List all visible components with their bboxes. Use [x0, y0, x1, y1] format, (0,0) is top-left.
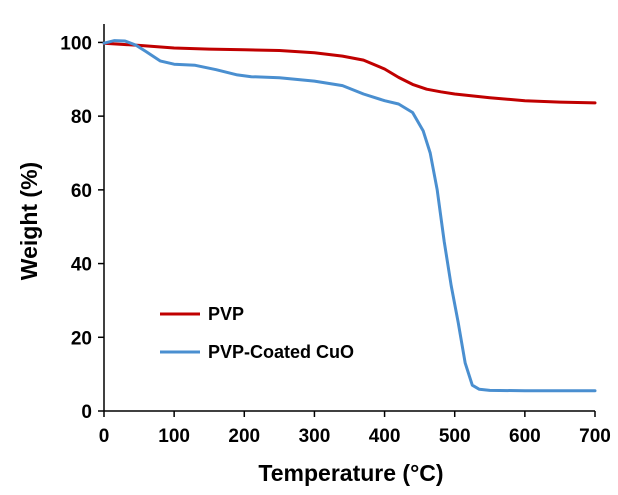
y-tick-label: 60 [71, 181, 92, 202]
y-tick-label: 40 [71, 255, 92, 276]
series-group [102, 39, 597, 393]
y-tick-label: 100 [60, 33, 92, 54]
x-axis-label: Temperature (°C) [258, 460, 443, 486]
x-tick-label: 400 [369, 426, 401, 447]
legend-label-0: PVP [208, 304, 244, 324]
x-tick-label: 600 [509, 426, 541, 447]
series-line-1 [102, 39, 597, 393]
x-tick-label: 300 [299, 426, 331, 447]
axes: 0 100 200 300 400 500 600 700 0 20 40 60 80 100 [60, 24, 611, 447]
y-tick-label: 20 [71, 328, 92, 349]
x-tick-label: 100 [158, 426, 190, 447]
y-tick-label: 0 [81, 402, 92, 423]
x-tick-label: 0 [99, 426, 110, 447]
legend: PVP PVP-Coated CuO [160, 304, 354, 362]
y-tick-label: 80 [71, 107, 92, 128]
y-axis-label: Weight (%) [16, 162, 42, 280]
x-tick-label: 500 [439, 426, 471, 447]
series-line-0 [102, 41, 597, 105]
x-tick-label: 700 [579, 426, 611, 447]
x-tick-label: 200 [228, 426, 260, 447]
legend-label-1: PVP-Coated CuO [208, 342, 354, 362]
